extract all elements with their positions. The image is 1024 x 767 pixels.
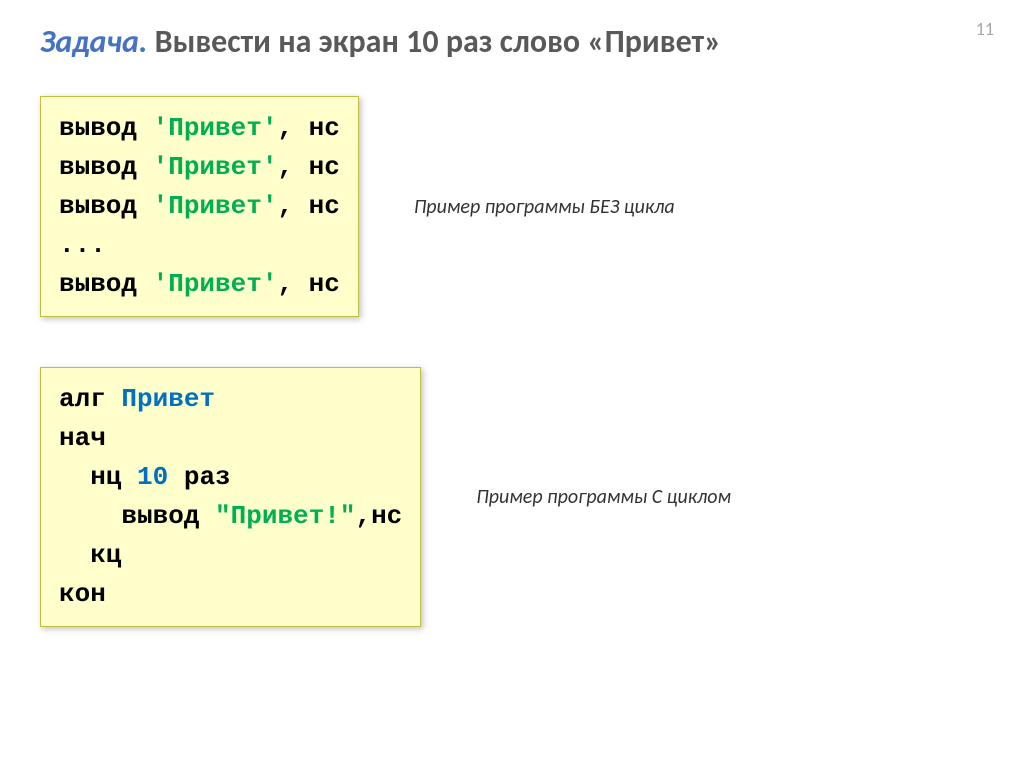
code2-nach: нач	[59, 423, 106, 453]
code1-ellipsis: ...	[59, 230, 106, 260]
caption-without-loop: Пример программы БЕЗ цикла	[414, 195, 675, 219]
caption-with-loop: Пример программы С циклом	[476, 485, 731, 509]
example-row-1: вывод 'Привет', нс вывод 'Привет', нс вы…	[40, 96, 984, 317]
code1-l1c: , нс	[277, 113, 339, 143]
code1-l1a: вывод	[59, 113, 153, 143]
code1-l5c: , нс	[277, 269, 339, 299]
code-box-without-loop: вывод 'Привет', нс вывод 'Привет', нс вы…	[40, 96, 359, 317]
title-rest: Вывести на экран 10 раз слово «Привет»	[147, 22, 721, 61]
page-number: 11	[976, 18, 994, 40]
code2-out-prefix: вывод	[59, 501, 215, 531]
code1-l5a: вывод	[59, 269, 153, 299]
code2-nc-suffix: раз	[168, 462, 230, 492]
code2-kon: кон	[59, 579, 106, 609]
code2-alg: алг	[59, 384, 121, 414]
code1-l2b: 'Привет'	[153, 152, 278, 182]
code1-l3a: вывод	[59, 191, 153, 221]
code-box-with-loop: алг Привет нач нц 10 раз вывод "Привет!"…	[40, 367, 421, 627]
code1-l1b: 'Привет'	[153, 113, 278, 143]
example-row-2: алг Привет нач нц 10 раз вывод "Привет!"…	[40, 367, 984, 627]
code2-progname: Привет	[121, 384, 215, 414]
code1-l2a: вывод	[59, 152, 153, 182]
content-area: вывод 'Привет', нс вывод 'Привет', нс вы…	[0, 61, 1024, 627]
page-title: Задача. Вывести на экран 10 раз слово «П…	[0, 0, 1024, 61]
code1-l2c: , нс	[277, 152, 339, 182]
code2-kc: кц	[59, 540, 121, 570]
code1-l3b: 'Привет'	[153, 191, 278, 221]
code1-l5b: 'Привет'	[153, 269, 278, 299]
code2-out-str: "Привет!"	[215, 501, 355, 531]
title-prefix: Задача.	[40, 22, 147, 61]
code1-l3c: , нс	[277, 191, 339, 221]
code2-out-suffix: ,нс	[355, 501, 402, 531]
code2-nc-num: 10	[137, 462, 168, 492]
code2-nc-prefix: нц	[59, 462, 137, 492]
